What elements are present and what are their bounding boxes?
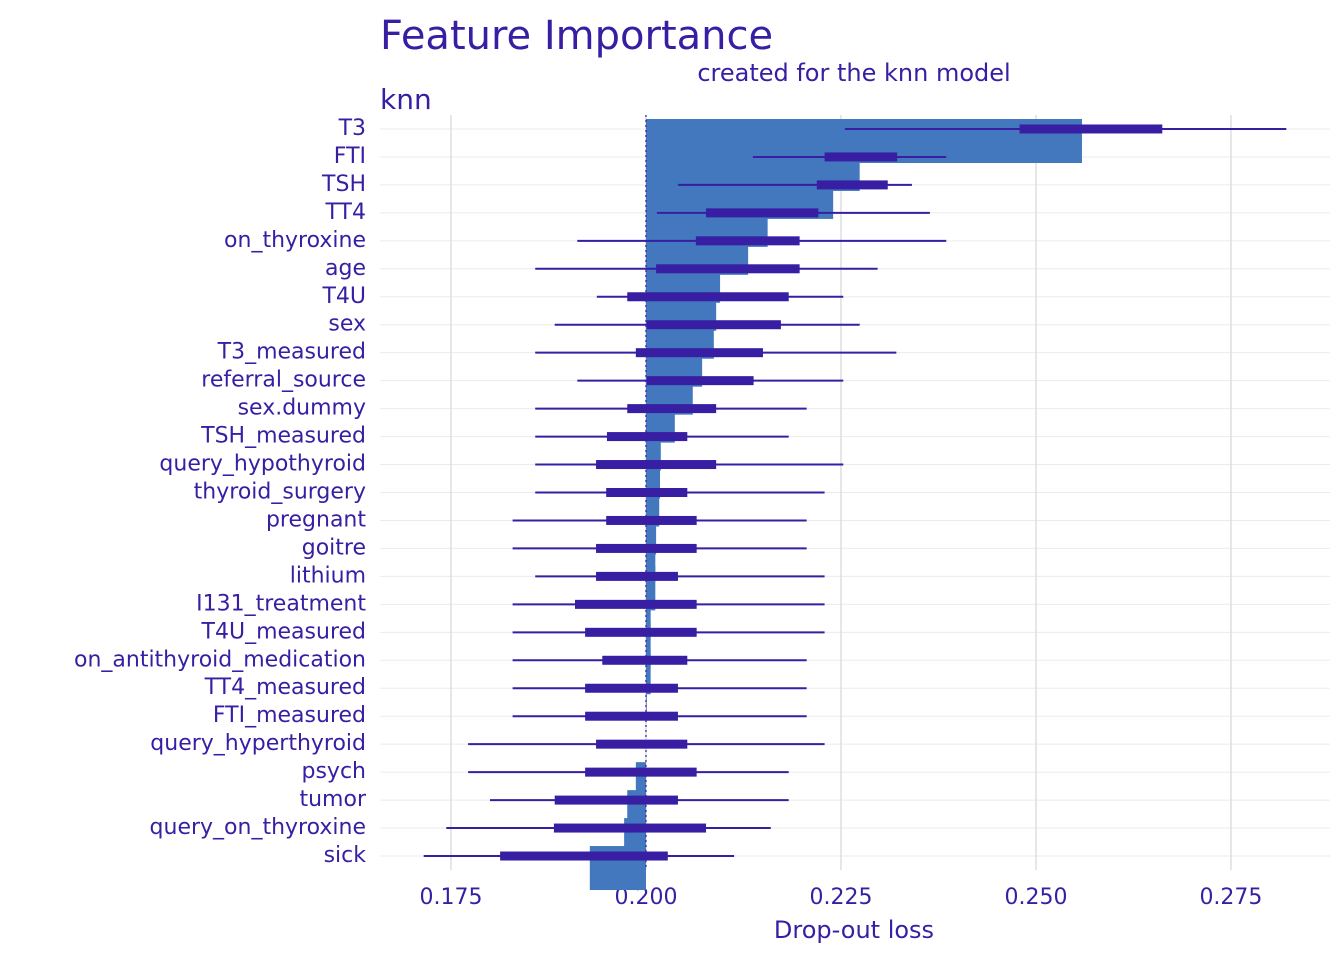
x-tick-label: 0.175 xyxy=(419,885,482,910)
y-tick-label: I131_treatment xyxy=(196,591,366,616)
box xyxy=(824,152,898,162)
box xyxy=(695,236,800,246)
box xyxy=(553,823,707,833)
box xyxy=(585,767,697,777)
box xyxy=(627,404,717,414)
y-tick-label: psych xyxy=(302,759,367,784)
box xyxy=(816,180,888,190)
y-tick-label: tumor xyxy=(299,787,366,812)
bar xyxy=(645,538,656,583)
y-tick-label: on_antithyroid_medication xyxy=(74,647,366,672)
box xyxy=(602,655,688,665)
box xyxy=(606,432,688,442)
facet-label: knn xyxy=(380,83,432,116)
y-tick-label: sex xyxy=(328,312,366,337)
box xyxy=(596,543,697,553)
box xyxy=(606,488,688,497)
box xyxy=(500,851,668,861)
y-tick-label: pregnant xyxy=(266,507,366,532)
y-tick-label: age xyxy=(325,256,366,281)
box xyxy=(627,292,789,302)
y-tick-label: T4U_measured xyxy=(201,619,366,644)
box xyxy=(646,320,781,330)
box xyxy=(706,208,819,218)
y-tick-label: T3 xyxy=(338,116,366,141)
y-tick-label: referral_source xyxy=(201,368,366,393)
box xyxy=(585,683,678,693)
x-tick-label: 0.275 xyxy=(1199,885,1262,910)
box xyxy=(554,795,678,805)
y-tick-label: query_on_thyroxine xyxy=(150,815,366,840)
box xyxy=(656,264,800,274)
bar xyxy=(645,650,651,695)
box xyxy=(585,627,697,637)
y-tick-label: TSH xyxy=(321,172,366,197)
box xyxy=(596,739,688,749)
box xyxy=(596,460,717,470)
bar xyxy=(645,510,657,555)
box xyxy=(596,571,678,581)
bar xyxy=(645,566,656,611)
y-tick-label: TT4 xyxy=(325,200,367,225)
y-tick-label: FTI_measured xyxy=(213,703,366,728)
x-axis-label: Drop-out loss xyxy=(774,916,934,944)
y-tick-label: thyroid_surgery xyxy=(194,480,366,505)
box xyxy=(635,348,763,358)
box xyxy=(585,711,678,721)
y-tick-label: T3_measured xyxy=(217,340,366,365)
y-tick-label: T4U xyxy=(321,284,366,309)
x-tick-label: 0.225 xyxy=(809,885,872,910)
y-tick-label: query_hyperthyroid xyxy=(150,731,366,756)
box xyxy=(646,376,754,386)
bar xyxy=(645,622,651,667)
y-tick-label: TSH_measured xyxy=(200,424,366,449)
y-tick-label: lithium xyxy=(290,563,366,588)
y-tick-label: on_thyroxine xyxy=(224,228,366,253)
chart-subtitle: created for the knn model xyxy=(697,59,1010,87)
bar xyxy=(635,762,646,807)
box xyxy=(574,599,697,609)
box xyxy=(606,515,697,525)
box xyxy=(1019,124,1163,134)
y-tick-label: goitre xyxy=(302,535,366,560)
y-tick-label: sex.dummy xyxy=(238,396,366,421)
x-tick-label: 0.250 xyxy=(1004,885,1067,910)
bar xyxy=(645,594,651,639)
chart-title: Feature Importance xyxy=(380,13,773,59)
y-tick-label: TT4_measured xyxy=(204,675,366,700)
y-tick-label: FTI xyxy=(334,144,366,169)
y-tick-label: sick xyxy=(324,843,367,868)
y-tick-label: query_hypothyroid xyxy=(159,452,366,477)
